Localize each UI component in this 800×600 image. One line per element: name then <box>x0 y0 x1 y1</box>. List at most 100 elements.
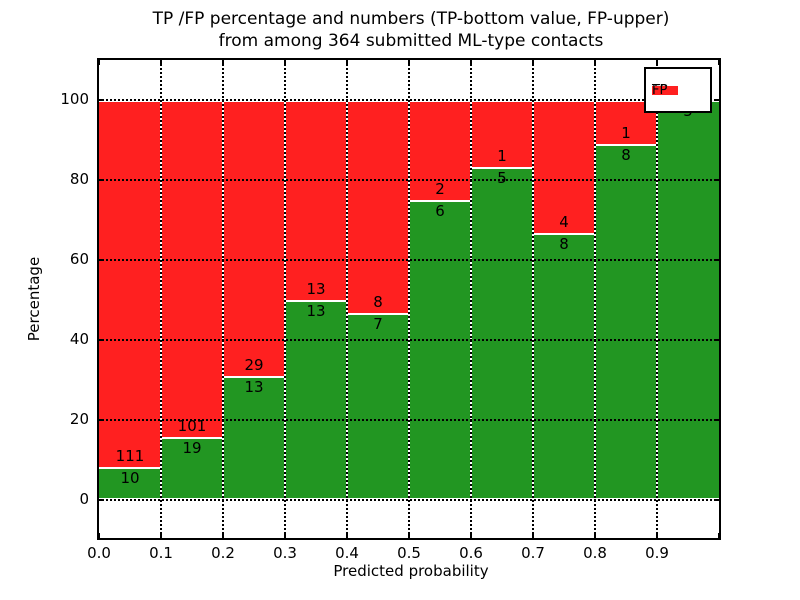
bar-segment-fp <box>99 100 161 467</box>
bar-segment-tp <box>161 436 223 500</box>
x-tick-mark <box>160 533 162 538</box>
y-tick-mark <box>99 339 104 341</box>
x-tick-mark <box>718 533 720 538</box>
x-tick-mark <box>408 60 410 65</box>
y-tick-mark <box>99 99 104 101</box>
x-axis-label: Predicted probability <box>333 562 489 580</box>
y-tick-label: 20 <box>69 410 89 428</box>
x-gridline <box>160 60 162 538</box>
y-axis-label: Percentage <box>25 256 43 342</box>
legend-label-fp: FP <box>652 82 668 98</box>
x-tick-label: 0.2 <box>211 544 235 562</box>
bar-segment-fp <box>533 100 595 234</box>
x-tick-mark <box>284 533 286 538</box>
y-tick-mark <box>99 259 104 261</box>
x-tick-mark <box>656 60 658 65</box>
fp-count-label: 13 <box>306 280 326 298</box>
x-tick-mark <box>222 533 224 538</box>
x-tick-mark <box>470 533 472 538</box>
x-gridline <box>656 60 658 538</box>
tp-count-label: 8 <box>559 235 569 254</box>
y-tick-mark <box>714 419 719 421</box>
x-tick-mark <box>98 60 100 65</box>
y-gridline <box>99 339 719 341</box>
x-tick-label: 0.1 <box>149 544 173 562</box>
y-tick-mark <box>714 99 719 101</box>
fp-count-label: 1 <box>497 146 507 165</box>
y-tick-label: 40 <box>69 330 89 348</box>
bar-segment-tp <box>347 313 409 500</box>
x-tick-mark <box>470 60 472 65</box>
fp-count-label: 111 <box>115 446 145 465</box>
y-gridline <box>99 99 719 101</box>
tp-count-label: 13 <box>306 302 326 320</box>
x-tick-mark <box>532 60 534 65</box>
bar-segment-tp <box>99 466 161 500</box>
y-tick-mark <box>714 259 719 261</box>
y-gridline <box>99 419 719 421</box>
y-gridline <box>99 259 719 261</box>
y-tick-label: 60 <box>69 250 89 268</box>
fp-count-label: 4 <box>559 213 569 232</box>
y-tick-mark <box>99 179 104 181</box>
bar-segment-fp <box>409 100 471 200</box>
y-tick-mark <box>99 419 104 421</box>
legend: TP FP <box>644 67 712 113</box>
x-tick-label: 0.3 <box>273 544 297 562</box>
bar-segment-tp <box>595 144 657 500</box>
y-tick-mark <box>99 499 104 501</box>
bar-segment-fp <box>161 100 223 437</box>
fp-count-label: 101 <box>177 416 207 435</box>
x-tick-label: 0.9 <box>645 544 669 562</box>
tp-count-label: 7 <box>373 315 383 334</box>
x-tick-mark <box>346 60 348 65</box>
bar-segment-fp <box>347 100 409 314</box>
x-tick-mark <box>222 60 224 65</box>
tp-count-label: 13 <box>244 378 264 397</box>
chart-title-line1: TP /FP percentage and numbers (TP-bottom… <box>152 9 670 29</box>
x-gridline <box>532 60 534 538</box>
x-tick-mark <box>346 533 348 538</box>
tp-count-label: 8 <box>621 146 631 165</box>
y-tick-label: 0 <box>79 490 89 508</box>
x-tick-label: 0.5 <box>397 544 421 562</box>
y-tick-label: 80 <box>69 170 89 188</box>
x-gridline <box>284 60 286 538</box>
x-gridline <box>222 60 224 538</box>
tp-count-label: 10 <box>120 468 140 487</box>
bar-segment-tp <box>409 200 471 500</box>
bar-segment-tp <box>533 233 595 500</box>
x-gridline <box>408 60 410 538</box>
bar-segment-tp <box>285 300 347 500</box>
y-gridline <box>99 179 719 181</box>
x-tick-mark <box>594 533 596 538</box>
x-tick-label: 0.0 <box>87 544 111 562</box>
x-tick-mark <box>160 60 162 65</box>
plot-area: TP FP 0.0 0.1 0.2 0.3 0.4 0.5 0.6 0.7 0.8 0.9 0 20 4… <box>60 58 721 562</box>
x-tick-mark <box>532 533 534 538</box>
x-tick-label: 0.4 <box>335 544 359 562</box>
x-gridline <box>594 60 596 538</box>
y-tick-mark <box>714 339 719 341</box>
bar-segment-tp <box>223 376 285 500</box>
x-tick-mark <box>284 60 286 65</box>
x-tick-label: 0.6 <box>459 544 483 562</box>
x-tick-mark <box>98 533 100 538</box>
fp-count-label: 1 <box>621 124 631 143</box>
x-tick-mark <box>718 60 720 65</box>
y-tick-mark <box>714 179 719 181</box>
bar-segment-fp <box>285 100 347 300</box>
tp-count-label: 5 <box>497 168 507 187</box>
fp-count-label: 29 <box>244 356 264 375</box>
y-tick-mark <box>714 499 719 501</box>
x-tick-mark <box>594 60 596 65</box>
chart-title: TP /FP percentage and numbers (TP-bottom… <box>99 8 723 52</box>
fp-count-label: 2 <box>435 180 445 198</box>
tp-count-label: 6 <box>435 202 445 220</box>
y-gridline <box>99 499 719 501</box>
x-tick-label: 0.7 <box>521 544 545 562</box>
x-tick-label: 0.8 <box>583 544 607 562</box>
y-tick-label: 100 <box>60 90 89 108</box>
bar-segment-fp <box>223 100 285 377</box>
